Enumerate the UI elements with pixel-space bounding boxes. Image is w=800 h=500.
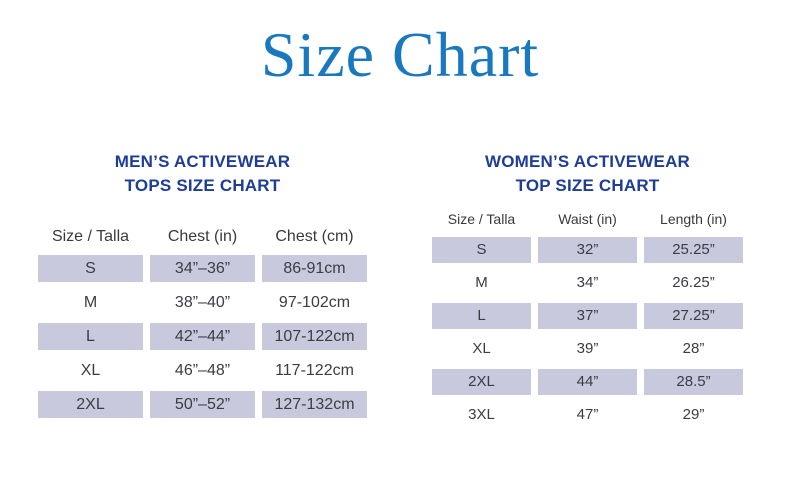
mens-table-heading: MEN’S ACTIVEWEAR TOPS SIZE CHART — [38, 150, 367, 198]
column-header-chest-in: Chest (in) — [167, 228, 238, 245]
table-row: XL 46”–48” 117-122cm — [38, 357, 367, 384]
womens-heading-line-2: TOP SIZE CHART — [515, 176, 660, 195]
length-in-cell: 28” — [682, 340, 705, 357]
womens-table-header-row: Size / Talla Waist (in) Length (in) — [432, 208, 743, 230]
size-cell: M — [475, 274, 488, 291]
table-row: 2XL 44” 28.5” — [432, 369, 743, 395]
size-cell: L — [432, 303, 531, 329]
length-in-cell: 25.25” — [644, 237, 743, 263]
chest-in-cell: 42”–44” — [150, 323, 255, 350]
table-row: L 42”–44” 107-122cm — [38, 323, 367, 350]
column-header-chest-cm: Chest (cm) — [275, 228, 354, 245]
waist-in-cell: 47” — [576, 406, 599, 423]
mens-size-table: MEN’S ACTIVEWEAR TOPS SIZE CHART Size / T… — [38, 150, 367, 418]
table-row: S 34”–36” 86-91cm — [38, 255, 367, 282]
chest-in-cell: 38”–40” — [174, 294, 231, 311]
mens-heading-line-1: MEN’S ACTIVEWEAR — [114, 152, 291, 171]
length-in-cell: 26.25” — [672, 274, 715, 291]
size-cell: S — [432, 237, 531, 263]
chest-in-cell: 34”–36” — [150, 255, 255, 282]
column-header-length-in: Length (in) — [660, 211, 727, 227]
table-row: 2XL 50”–52” 127-132cm — [38, 391, 367, 418]
size-cell: XL — [80, 362, 101, 379]
chest-in-cell: 50”–52” — [150, 391, 255, 418]
size-cell: XL — [472, 340, 491, 357]
waist-in-cell: 37” — [538, 303, 637, 329]
chest-cm-cell: 117-122cm — [275, 362, 354, 379]
table-row: XL 39” 28” — [432, 336, 743, 362]
size-cell: L — [38, 323, 143, 350]
table-row: M 34” 26.25” — [432, 270, 743, 296]
waist-in-cell: 32” — [538, 237, 637, 263]
column-header-size: Size / Talla — [51, 228, 130, 245]
table-row: 3XL 47” 29” — [432, 402, 743, 428]
chest-in-cell: 46”–48” — [174, 362, 231, 379]
column-header-size: Size / Talla — [447, 211, 516, 227]
waist-in-cell: 39” — [576, 340, 599, 357]
size-cell: M — [83, 294, 98, 311]
table-row: L 37” 27.25” — [432, 303, 743, 329]
page-title: Size Chart — [260, 19, 540, 90]
size-cell: 3XL — [468, 406, 495, 423]
chest-cm-cell: 107-122cm — [262, 323, 367, 350]
mens-heading-line-2: TOPS SIZE CHART — [124, 176, 281, 195]
size-cell: 2XL — [38, 391, 143, 418]
mens-table-header-row: Size / Talla Chest (in) Chest (cm) — [38, 226, 367, 248]
womens-table-heading: WOMEN’S ACTIVEWEAR TOP SIZE CHART — [432, 150, 743, 198]
column-header-waist-in: Waist (in) — [558, 211, 617, 227]
chest-cm-cell: 127-132cm — [262, 391, 367, 418]
table-row: S 32” 25.25” — [432, 237, 743, 263]
length-in-cell: 29” — [682, 406, 705, 423]
length-in-cell: 28.5” — [644, 369, 743, 395]
length-in-cell: 27.25” — [644, 303, 743, 329]
waist-in-cell: 44” — [538, 369, 637, 395]
chest-cm-cell: 86-91cm — [262, 255, 367, 282]
womens-size-table: WOMEN’S ACTIVEWEAR TOP SIZE CHART Size / … — [432, 150, 743, 428]
chest-cm-cell: 97-102cm — [278, 294, 351, 311]
womens-heading-line-1: WOMEN’S ACTIVEWEAR — [484, 152, 691, 171]
waist-in-cell: 34” — [576, 274, 599, 291]
size-cell: 2XL — [432, 369, 531, 395]
table-row: M 38”–40” 97-102cm — [38, 289, 367, 316]
size-cell: S — [38, 255, 143, 282]
